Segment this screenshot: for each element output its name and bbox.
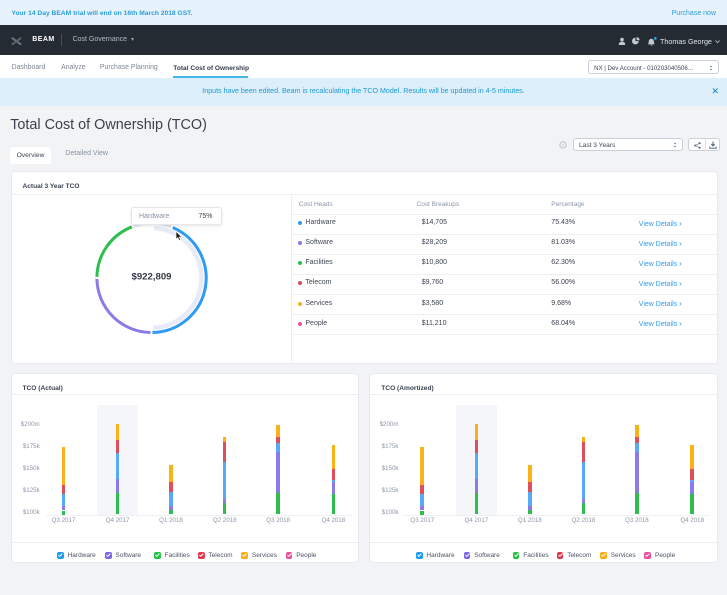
svg-text:$922,809: $922,809 xyxy=(131,271,171,282)
